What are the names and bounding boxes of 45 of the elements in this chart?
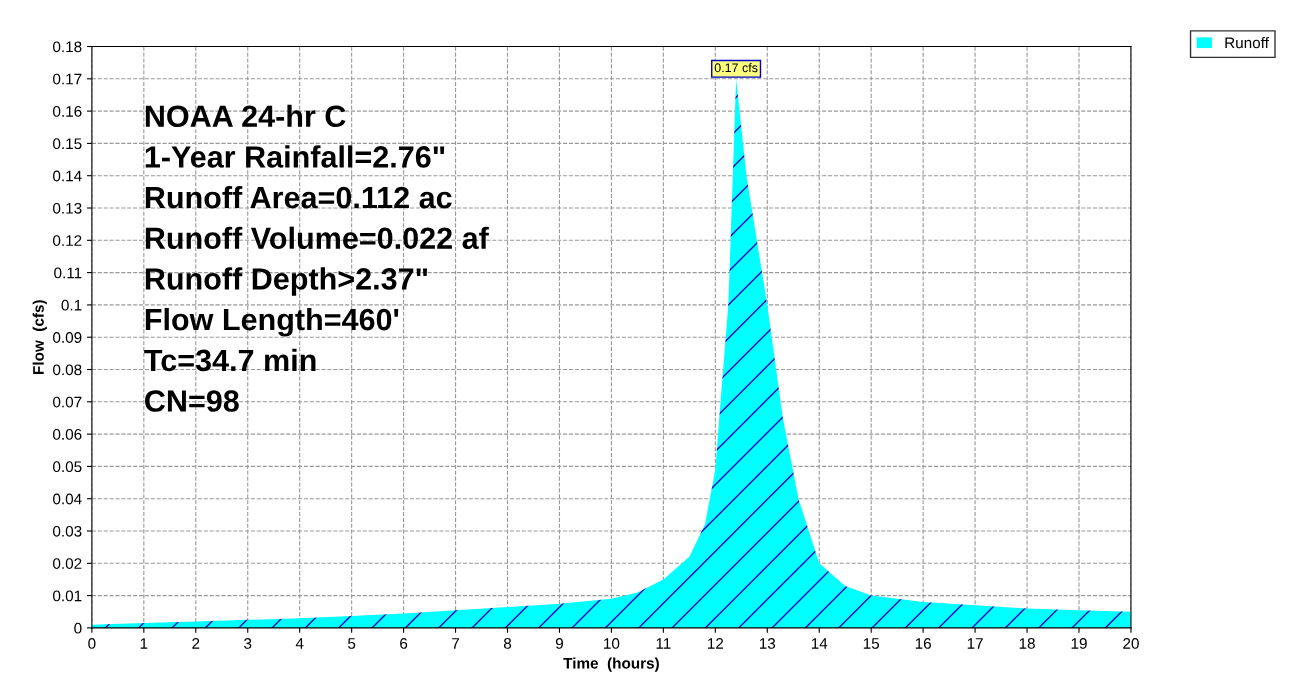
y-tick-label: 0.18	[53, 41, 82, 53]
y-tick-label: 0.06	[53, 428, 82, 440]
x-tick-label: 7	[452, 638, 460, 649]
x-tick-label: 9	[555, 638, 563, 649]
x-tick-label: 19	[1071, 638, 1087, 649]
x-axis-title: Time (hours)	[563, 657, 659, 672]
y-tick-label: 0	[74, 622, 82, 634]
x-tick-label: 20	[1123, 638, 1139, 649]
y-tick-label: 0.1	[61, 299, 82, 311]
annotation: 0.17 cfs	[714, 63, 758, 73]
x-tick-label: 3	[244, 638, 252, 649]
x-tick-label: 6	[400, 638, 408, 649]
y-tick-label: 0.03	[53, 525, 82, 537]
x-tick-label: 12	[707, 638, 724, 649]
x-tick-label: 14	[811, 638, 828, 649]
y-tick-label: 0.08	[53, 364, 82, 376]
x-tick-label: 4	[295, 638, 304, 649]
y-tick-label: 0.11	[54, 267, 82, 279]
y-axis-title: Flow (cfs)	[32, 300, 47, 374]
x-tick-label: 11	[656, 638, 671, 649]
y-tick-label: 0.07	[53, 396, 82, 408]
y-tick-label: 0.02	[53, 558, 82, 569]
y-tick-label: 0.04	[53, 493, 82, 505]
x-tick-label: 1	[140, 638, 148, 649]
x-tick-label: 5	[348, 638, 356, 649]
y-tick-label: 0.13	[53, 202, 82, 214]
y-tick-label: 0.01	[53, 590, 82, 602]
x-tick-label: 17	[967, 638, 983, 649]
y-tick-label: 0.15	[53, 138, 82, 150]
x-tick-label: 2	[192, 638, 200, 649]
x-tick-label: 10	[604, 638, 620, 649]
y-tick-label: 0.09	[53, 332, 82, 343]
y-tick-label: 0.16	[53, 105, 82, 117]
y-tick-label: 0.05	[53, 461, 82, 473]
x-tick-label: 0	[88, 638, 96, 649]
annotation: NOAA 24-hr C 1-Year Rainfall=2.76" Runoff Area=0.112 ac Runoff Volume=0.022 af Runoff Depth>2.37" Flow Length=460' Tc=34.7 min CN=98	[144, 104, 489, 412]
x-tick-label: 13	[759, 638, 776, 649]
legend-label: Runoff	[1225, 37, 1269, 49]
x-tick-label: 18	[1019, 638, 1035, 649]
x-tick-label: 15	[863, 638, 880, 649]
x-tick-label: 16	[915, 638, 931, 649]
y-tick-label: 0.17	[53, 73, 82, 85]
y-tick-label: 0.14	[53, 170, 82, 182]
y-tick-label: 0.12	[53, 235, 82, 246]
x-tick-label: 8	[503, 638, 512, 649]
